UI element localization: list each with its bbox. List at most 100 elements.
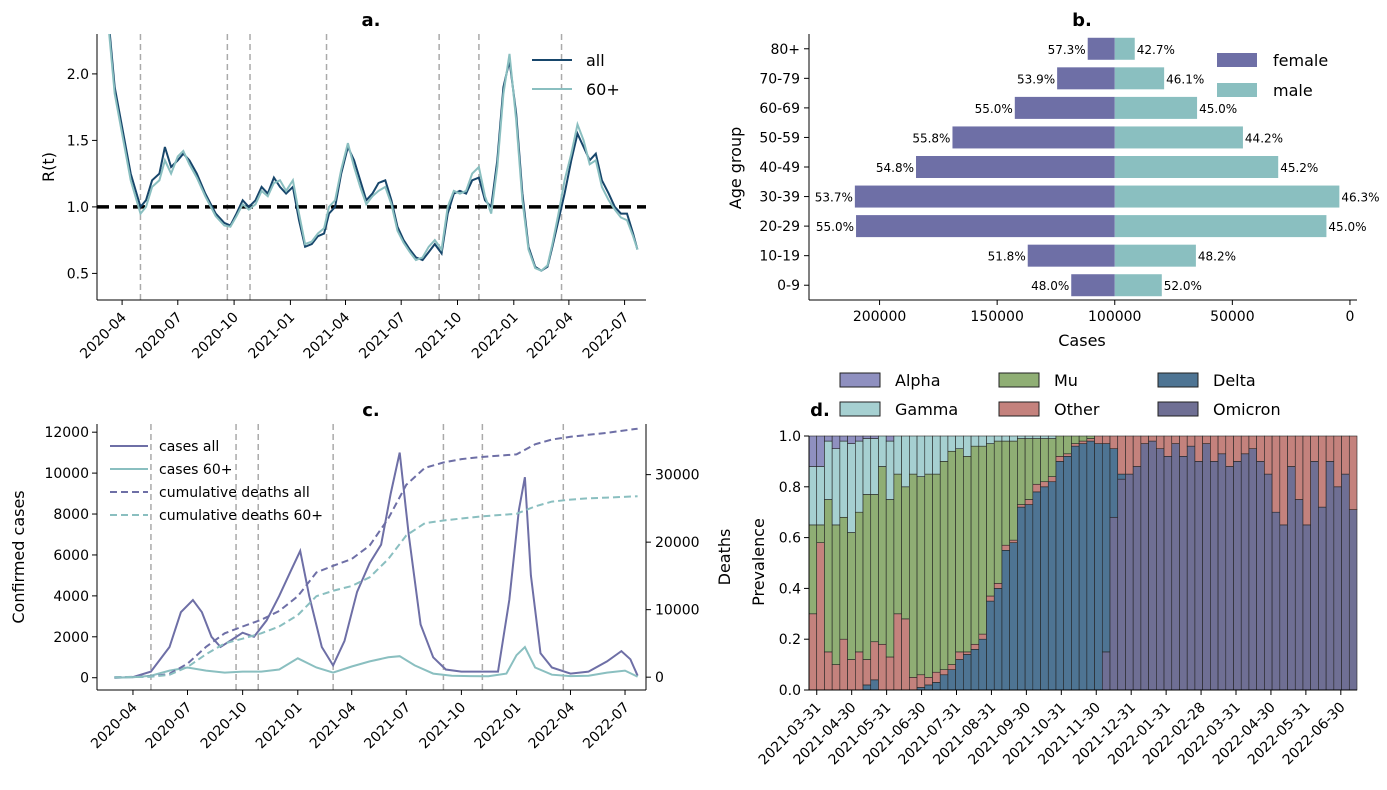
panel-d-bar-other <box>1256 435 1265 462</box>
panel-d-bar-delta <box>1040 486 1049 691</box>
panel-d-bar-omicron <box>1109 516 1119 691</box>
panel-b-title: b. <box>1072 10 1092 31</box>
panel-d-bar-other <box>1156 435 1165 449</box>
panel-c-xtick-label: 2022-04 <box>526 699 579 752</box>
panel-c-xtick-label: 2020-04 <box>88 699 141 752</box>
panel-d-bar-other <box>1171 435 1180 444</box>
panel-a-ytick-label: 2.0 <box>67 67 89 83</box>
panel-d-bar-gamma <box>1024 435 1034 439</box>
panel-d-bar-gamma <box>885 440 895 500</box>
panel-b-ytick-label: 80+ <box>770 42 800 58</box>
panel-c-ytick-label: 8000 <box>53 507 89 523</box>
panel-d-bar-omicron <box>1256 461 1265 691</box>
panel-d-bar-mu <box>963 456 972 653</box>
panel-d-bar-other <box>1248 435 1257 449</box>
panel-d-bar-other <box>1009 539 1018 543</box>
panel-c-ylabel-right: Deaths <box>715 529 734 586</box>
panel-d-bar-other <box>1287 435 1296 467</box>
panel-d-bar-mu <box>1040 438 1049 483</box>
panel-d-bar-gamma <box>1009 435 1018 442</box>
panel-b-bar-male <box>1114 244 1196 267</box>
panel-d-bar-mu <box>862 494 872 660</box>
panel-d-bar-mu <box>924 473 933 678</box>
panel-d-legend-label: Mu <box>1054 371 1078 390</box>
panel-d-bar-other <box>1225 435 1234 467</box>
panel-d-bar-gamma <box>1040 435 1049 439</box>
panel-d-legend-label: Other <box>1054 400 1100 419</box>
panel-b-label-female: 51.8% <box>988 250 1026 264</box>
panel-d-bar-mu <box>986 443 995 597</box>
panel-d-bar-other <box>955 651 964 660</box>
panel-d-bar-other <box>1210 435 1219 462</box>
panel-d-bar-other <box>1094 435 1103 444</box>
panel-d-bar-mu <box>1032 438 1041 485</box>
panel-b-label-female: 55.0% <box>816 220 854 234</box>
panel-c-cases-deaths-chart: c. Confirmed cases Deaths 0 2000 4000 6000 8… <box>9 400 734 752</box>
panel-d-bar-mu <box>831 524 841 665</box>
panel-d-bar-omicron <box>1140 443 1149 691</box>
panel-b-bar-female <box>854 185 1115 208</box>
panel-d-bar-mu <box>1009 440 1018 541</box>
panel-c-series-cumulative-deaths-all <box>114 427 638 679</box>
panel-d-bar-gamma <box>1032 435 1041 439</box>
panel-b-bar-female <box>1087 37 1115 60</box>
panel-c-xtick-label: 2022-07 <box>580 700 633 753</box>
panel-d-bar-alpha <box>855 435 864 442</box>
panel-d-bar-mu <box>885 499 895 658</box>
panel-d-bar-gamma <box>993 435 1003 442</box>
panel-d-bar-mu <box>1086 435 1095 439</box>
panel-d-bar-omicron <box>1202 443 1211 691</box>
panel-c-ytick-label: 12000 <box>44 425 89 441</box>
panel-b-bar-male <box>1114 185 1340 208</box>
panel-d-bar-delta <box>986 600 995 691</box>
panel-b-label-male: 45.2% <box>1280 161 1318 175</box>
panel-d-bar-other <box>1325 435 1335 462</box>
panel-d-bar-other <box>1017 504 1026 508</box>
panel-d-bar-other <box>839 638 848 691</box>
panel-d-bar-other <box>1163 435 1173 457</box>
panel-d-bar-delta <box>1055 461 1065 691</box>
panel-b-label-female: 48.0% <box>1031 279 1069 293</box>
panel-c-ytick-right-label: 30000 <box>655 468 700 484</box>
panel-d-bar-mu <box>839 516 848 640</box>
panel-d-legend-swatch <box>998 372 1040 388</box>
panel-d-bar-delta <box>1063 456 1072 691</box>
panel-d-bar-other <box>1186 435 1196 447</box>
panel-d-bar-delta <box>1001 549 1010 691</box>
panel-c-xtick-label: 2020-07 <box>143 700 196 753</box>
panel-d-bar-gamma <box>901 435 910 488</box>
panel-d-legend-label: Gamma <box>895 400 958 419</box>
panel-b-ytick-label: 50-59 <box>759 130 800 146</box>
panel-d-bar-other <box>909 676 918 691</box>
panel-d-bar-mu <box>1024 438 1034 500</box>
panel-d-bar-other <box>824 651 833 691</box>
panel-d-bar-other <box>1233 435 1242 462</box>
panel-d-bar-omicron <box>1279 524 1288 691</box>
panel-d-bar-gamma <box>1047 435 1057 439</box>
panel-b-xtick-label: 150000 <box>970 309 1023 325</box>
panel-d-bar-other <box>1302 435 1311 526</box>
panel-d-bar-delta <box>1024 504 1034 691</box>
panel-d-bar-delta <box>1078 443 1088 691</box>
panel-d-bar-delta <box>1117 473 1126 480</box>
panel-d-bar-other <box>986 595 995 602</box>
panel-c-xtick-label: 2020-10 <box>198 700 251 753</box>
panel-d-bar-other <box>831 664 841 691</box>
panel-b-xtick-label: 200000 <box>853 309 906 325</box>
panel-d-bar-mu <box>901 486 910 620</box>
panel-d-bar-gamma <box>955 435 964 449</box>
panel-d-bar-omicron <box>1156 448 1165 691</box>
panel-d-bar-other <box>1318 435 1327 508</box>
panel-b-label-male: 45.0% <box>1199 102 1237 116</box>
panel-d-legend-label: Alpha <box>895 371 941 390</box>
panel-d-bar-other <box>1271 435 1281 513</box>
panel-d-bar-gamma <box>831 448 841 526</box>
panel-d-bar-other <box>1333 435 1342 488</box>
panel-d-bar-gamma <box>939 435 949 462</box>
panel-b-ytick-label: 40-49 <box>759 160 800 176</box>
panel-d-bar-mu <box>1047 438 1057 477</box>
panel-d-bar-gamma <box>862 438 872 495</box>
panel-b-legend-label: female <box>1273 51 1328 70</box>
panel-b-label-female: 54.8% <box>876 161 914 175</box>
panel-b-label-male: 45.0% <box>1328 220 1366 234</box>
